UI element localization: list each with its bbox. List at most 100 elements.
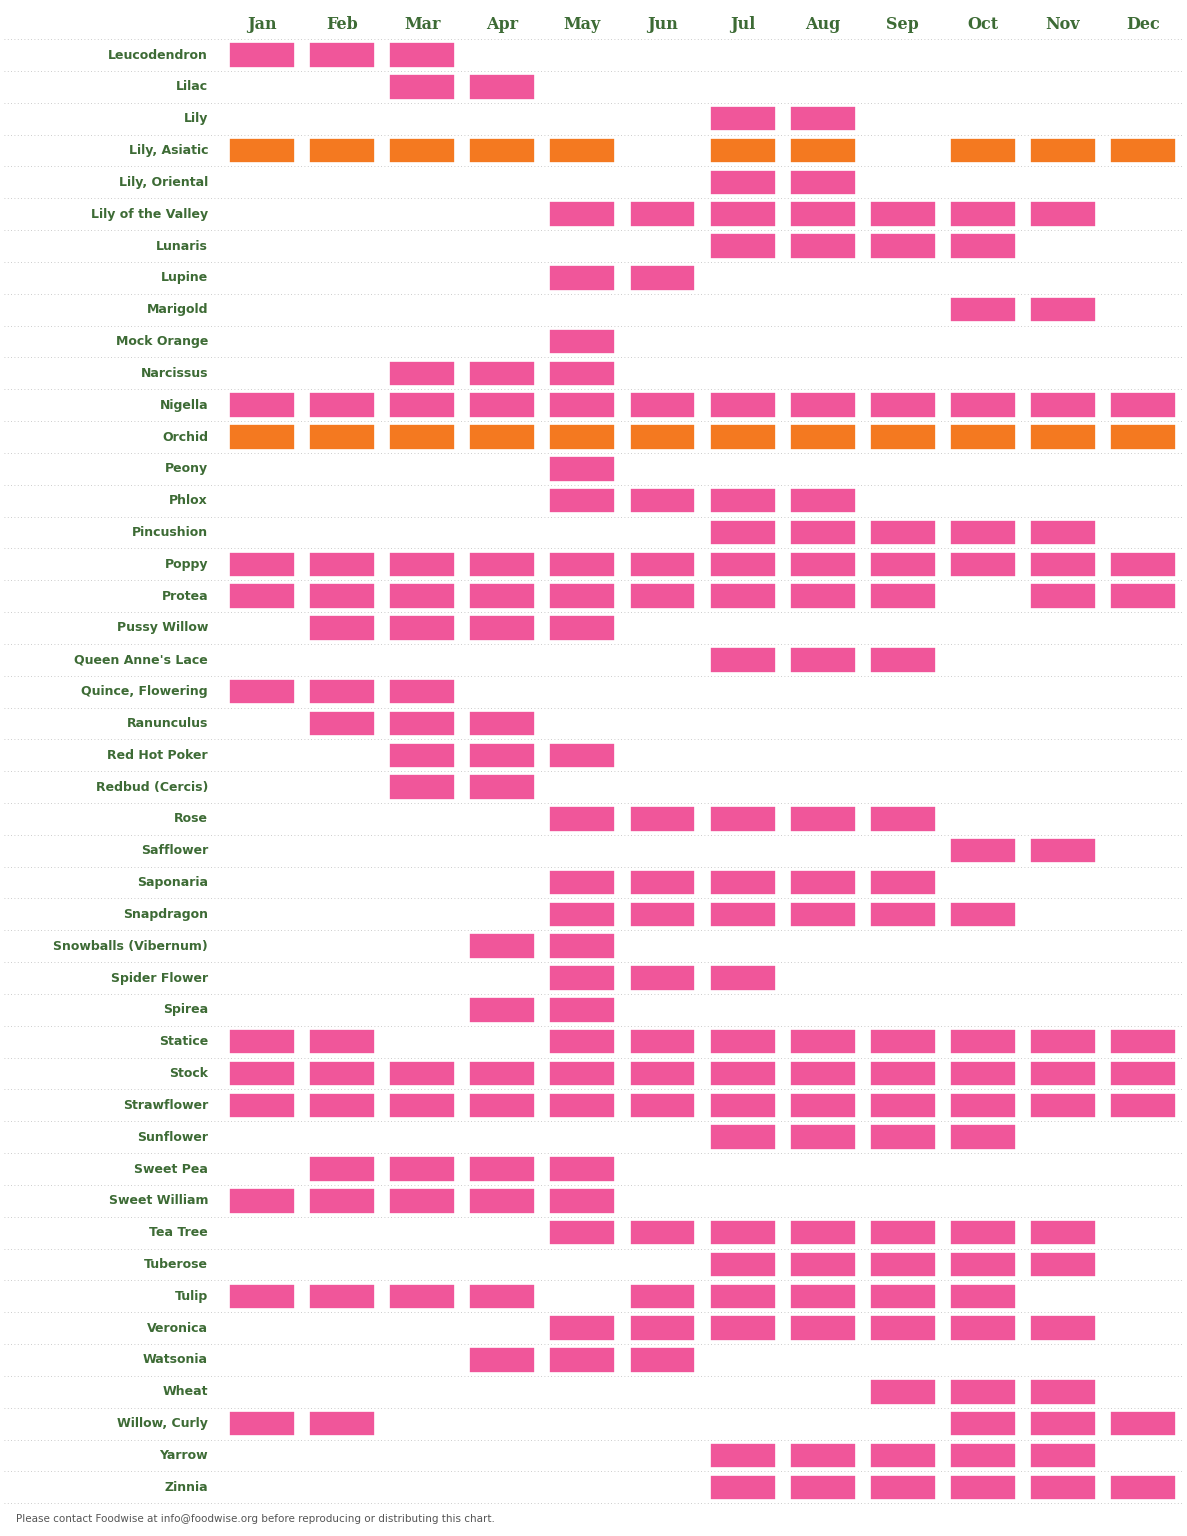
Text: Pincushion: Pincushion — [132, 525, 208, 539]
Bar — [710, 1284, 775, 1309]
Bar — [1030, 584, 1096, 608]
Bar — [310, 1189, 375, 1213]
Bar — [1110, 1029, 1176, 1054]
Bar — [550, 1029, 615, 1054]
Bar — [629, 584, 696, 608]
Text: Lupine: Lupine — [160, 272, 208, 284]
Bar — [710, 1315, 775, 1341]
Bar — [229, 138, 296, 163]
Bar — [950, 1029, 1016, 1054]
Bar — [389, 361, 456, 386]
Bar — [870, 1061, 935, 1086]
Bar — [710, 1124, 775, 1150]
Bar — [1110, 551, 1176, 578]
Text: Sep: Sep — [887, 17, 919, 34]
Text: Marigold: Marigold — [146, 303, 208, 316]
Text: Spirea: Spirea — [163, 1003, 208, 1017]
Bar — [1030, 839, 1096, 863]
Bar — [789, 1475, 856, 1501]
Bar — [789, 1284, 856, 1309]
Bar — [710, 1029, 775, 1054]
Text: Peony: Peony — [165, 462, 208, 475]
Bar — [469, 551, 535, 578]
Text: Sunflower: Sunflower — [137, 1130, 208, 1144]
Text: Snapdragon: Snapdragon — [123, 908, 208, 922]
Bar — [469, 138, 535, 163]
Text: Lily, Asiatic: Lily, Asiatic — [128, 144, 208, 157]
Bar — [629, 551, 696, 578]
Bar — [310, 1061, 375, 1086]
Bar — [229, 551, 296, 578]
Bar — [550, 997, 615, 1023]
Bar — [1110, 584, 1176, 608]
Bar — [710, 1475, 775, 1501]
Text: Please contact Foodwise at info@foodwise.org before reproducing or distributing : Please contact Foodwise at info@foodwise… — [15, 1514, 495, 1524]
Text: Jun: Jun — [647, 17, 678, 34]
Bar — [229, 424, 296, 450]
Bar — [629, 1315, 696, 1341]
Bar — [950, 233, 1016, 258]
Bar — [389, 616, 456, 641]
Bar — [1030, 1315, 1096, 1341]
Bar — [469, 1347, 535, 1373]
Bar — [469, 1092, 535, 1118]
Bar — [870, 393, 935, 418]
Bar — [550, 201, 615, 227]
Bar — [1030, 1379, 1096, 1404]
Bar — [310, 711, 375, 736]
Bar — [629, 393, 696, 418]
Bar — [789, 806, 856, 831]
Bar — [1030, 296, 1096, 323]
Bar — [629, 266, 696, 290]
Bar — [789, 519, 856, 545]
Bar — [710, 519, 775, 545]
Bar — [950, 1475, 1016, 1501]
Bar — [469, 934, 535, 958]
Bar — [950, 1252, 1016, 1278]
Text: Leucodendron: Leucodendron — [108, 49, 208, 61]
Bar — [1110, 1412, 1176, 1436]
Bar — [789, 106, 856, 132]
Bar — [550, 393, 615, 418]
Bar — [1030, 1220, 1096, 1246]
Bar — [389, 1189, 456, 1213]
Bar — [469, 74, 535, 100]
Bar — [550, 1315, 615, 1341]
Text: Redbud (Cercis): Redbud (Cercis) — [96, 780, 208, 794]
Bar — [550, 1092, 615, 1118]
Bar — [1030, 519, 1096, 545]
Bar — [710, 869, 775, 895]
Bar — [550, 934, 615, 958]
Bar — [629, 488, 696, 513]
Bar — [389, 424, 456, 450]
Bar — [870, 1284, 935, 1309]
Bar — [1030, 1442, 1096, 1468]
Bar — [469, 616, 535, 641]
Bar — [1110, 1061, 1176, 1086]
Bar — [469, 1284, 535, 1309]
Bar — [550, 902, 615, 928]
Bar — [789, 1124, 856, 1150]
Bar — [310, 1092, 375, 1118]
Bar — [710, 1442, 775, 1468]
Bar — [550, 266, 615, 290]
Bar — [469, 774, 535, 800]
Text: Narcissus: Narcissus — [140, 367, 208, 379]
Text: Mock Orange: Mock Orange — [115, 335, 208, 349]
Text: Watsonia: Watsonia — [144, 1353, 208, 1367]
Bar — [229, 1412, 296, 1436]
Bar — [469, 742, 535, 768]
Bar — [229, 584, 296, 608]
Bar — [950, 902, 1016, 928]
Bar — [229, 1029, 296, 1054]
Bar — [629, 1061, 696, 1086]
Bar — [389, 74, 456, 100]
Bar — [789, 424, 856, 450]
Bar — [870, 201, 935, 227]
Bar — [550, 1189, 615, 1213]
Bar — [870, 1029, 935, 1054]
Bar — [550, 869, 615, 895]
Text: Dec: Dec — [1126, 17, 1160, 34]
Bar — [1030, 551, 1096, 578]
Bar — [389, 679, 456, 705]
